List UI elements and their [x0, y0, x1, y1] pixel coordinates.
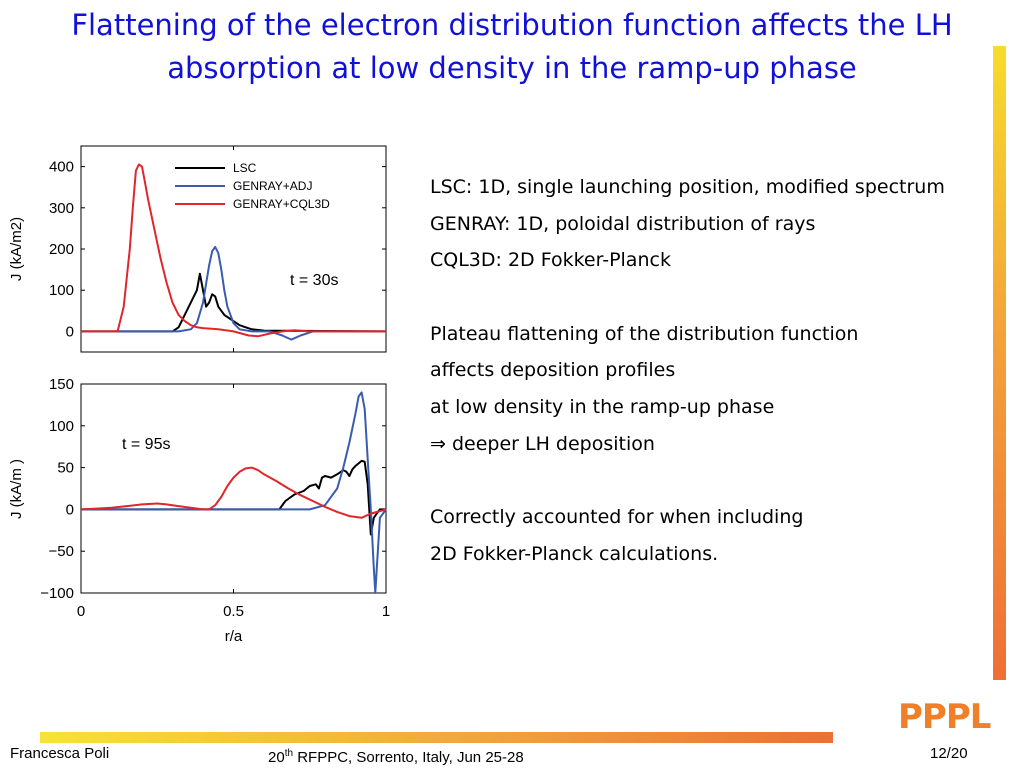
conference-ordinal-suffix: th [284, 748, 294, 759]
legend-label: GENRAY+ADJ [233, 179, 312, 193]
conference-details: RFPPC, Sorrento, Italy, Jun 25-28 [293, 749, 524, 766]
note-spacer [430, 464, 990, 501]
note-line: Correctly accounted for when including [430, 506, 804, 529]
y-tick-label: 100 [49, 282, 74, 299]
x-tick-label: 0 [77, 603, 85, 620]
plot-frame [80, 145, 387, 353]
y-tick-label: 400 [49, 159, 74, 176]
panel-t95s: −100 −50 0 50 100 150 0 0.5 1 r/a J (kA/m ) t = 95s [8, 376, 390, 645]
footer-page-number: 12/20 [930, 745, 968, 762]
note-line: at low density in the ramp-up phase [430, 396, 775, 419]
y-tick-label: 100 [49, 418, 74, 435]
plot-frame [80, 383, 387, 594]
note-line: ⇒ deeper LH deposition [430, 432, 655, 455]
y-tick-label: −50 [49, 543, 74, 560]
y-axis-label: J (kA/m ) [8, 459, 25, 519]
pppl-logo: PPPL [898, 697, 991, 737]
y-tick-label: −100 [40, 585, 74, 602]
series-line-genray-adj [81, 391, 387, 594]
note-line: LSC: 1D, single launching position, modi… [430, 176, 945, 198]
y-tick-label: 300 [49, 200, 74, 217]
x-tick-label: 0.5 [223, 603, 244, 620]
conference-ordinal: 20 [268, 749, 285, 766]
series-line-lsc [81, 272, 387, 333]
note-line: affects deposition profiles [430, 359, 676, 382]
chart-annotation: t = 30s [290, 272, 338, 289]
y-tick-label: 200 [49, 241, 74, 258]
note-line: GENRAY: 1D, poloidal distribution of ray… [430, 212, 816, 235]
y-tick-label: 50 [57, 460, 74, 477]
y-tick-label: 150 [49, 376, 74, 393]
series-line-genray-cql3d [81, 163, 386, 338]
legend-label: GENRAY+CQL3D [233, 197, 330, 211]
slide-title: Flattening of the electron distribution … [71, 8, 953, 85]
y-tick-label: 0 [66, 323, 74, 340]
note-spacer [430, 280, 990, 317]
chart-annotation: t = 95s [122, 436, 170, 453]
footer-conference: 20th RFPPC, Sorrento, Italy, Jun 25-28 [268, 745, 524, 767]
legend-label: LSC [233, 161, 257, 175]
footer-author: Francesca Poli [10, 745, 110, 762]
y-tick-label: 0 [66, 501, 74, 518]
series-line-lsc [81, 459, 386, 536]
series-line-genray-adj [81, 245, 386, 341]
x-axis-label: r/a [225, 628, 243, 645]
note-line: CQL3D: 2D Fokker-Planck [430, 249, 671, 272]
notes: LSC: 1D, single launching position, modi… [430, 170, 990, 574]
x-tick-label: 1 [382, 603, 390, 620]
y-axis-label: J (kA/m2) [8, 217, 25, 281]
panel-t30s: 0 100 200 300 400 J (kA/m2) t = 30s LSC GENRAY+A… [8, 145, 387, 353]
accent-bar-bottom [40, 732, 833, 743]
note-line: 2D Fokker-Planck calculations. [430, 542, 719, 565]
note-line: Plateau flattening of the distribution f… [430, 322, 859, 345]
series-line-genray-cql3d [80, 466, 387, 519]
accent-bar-right [993, 46, 1006, 680]
